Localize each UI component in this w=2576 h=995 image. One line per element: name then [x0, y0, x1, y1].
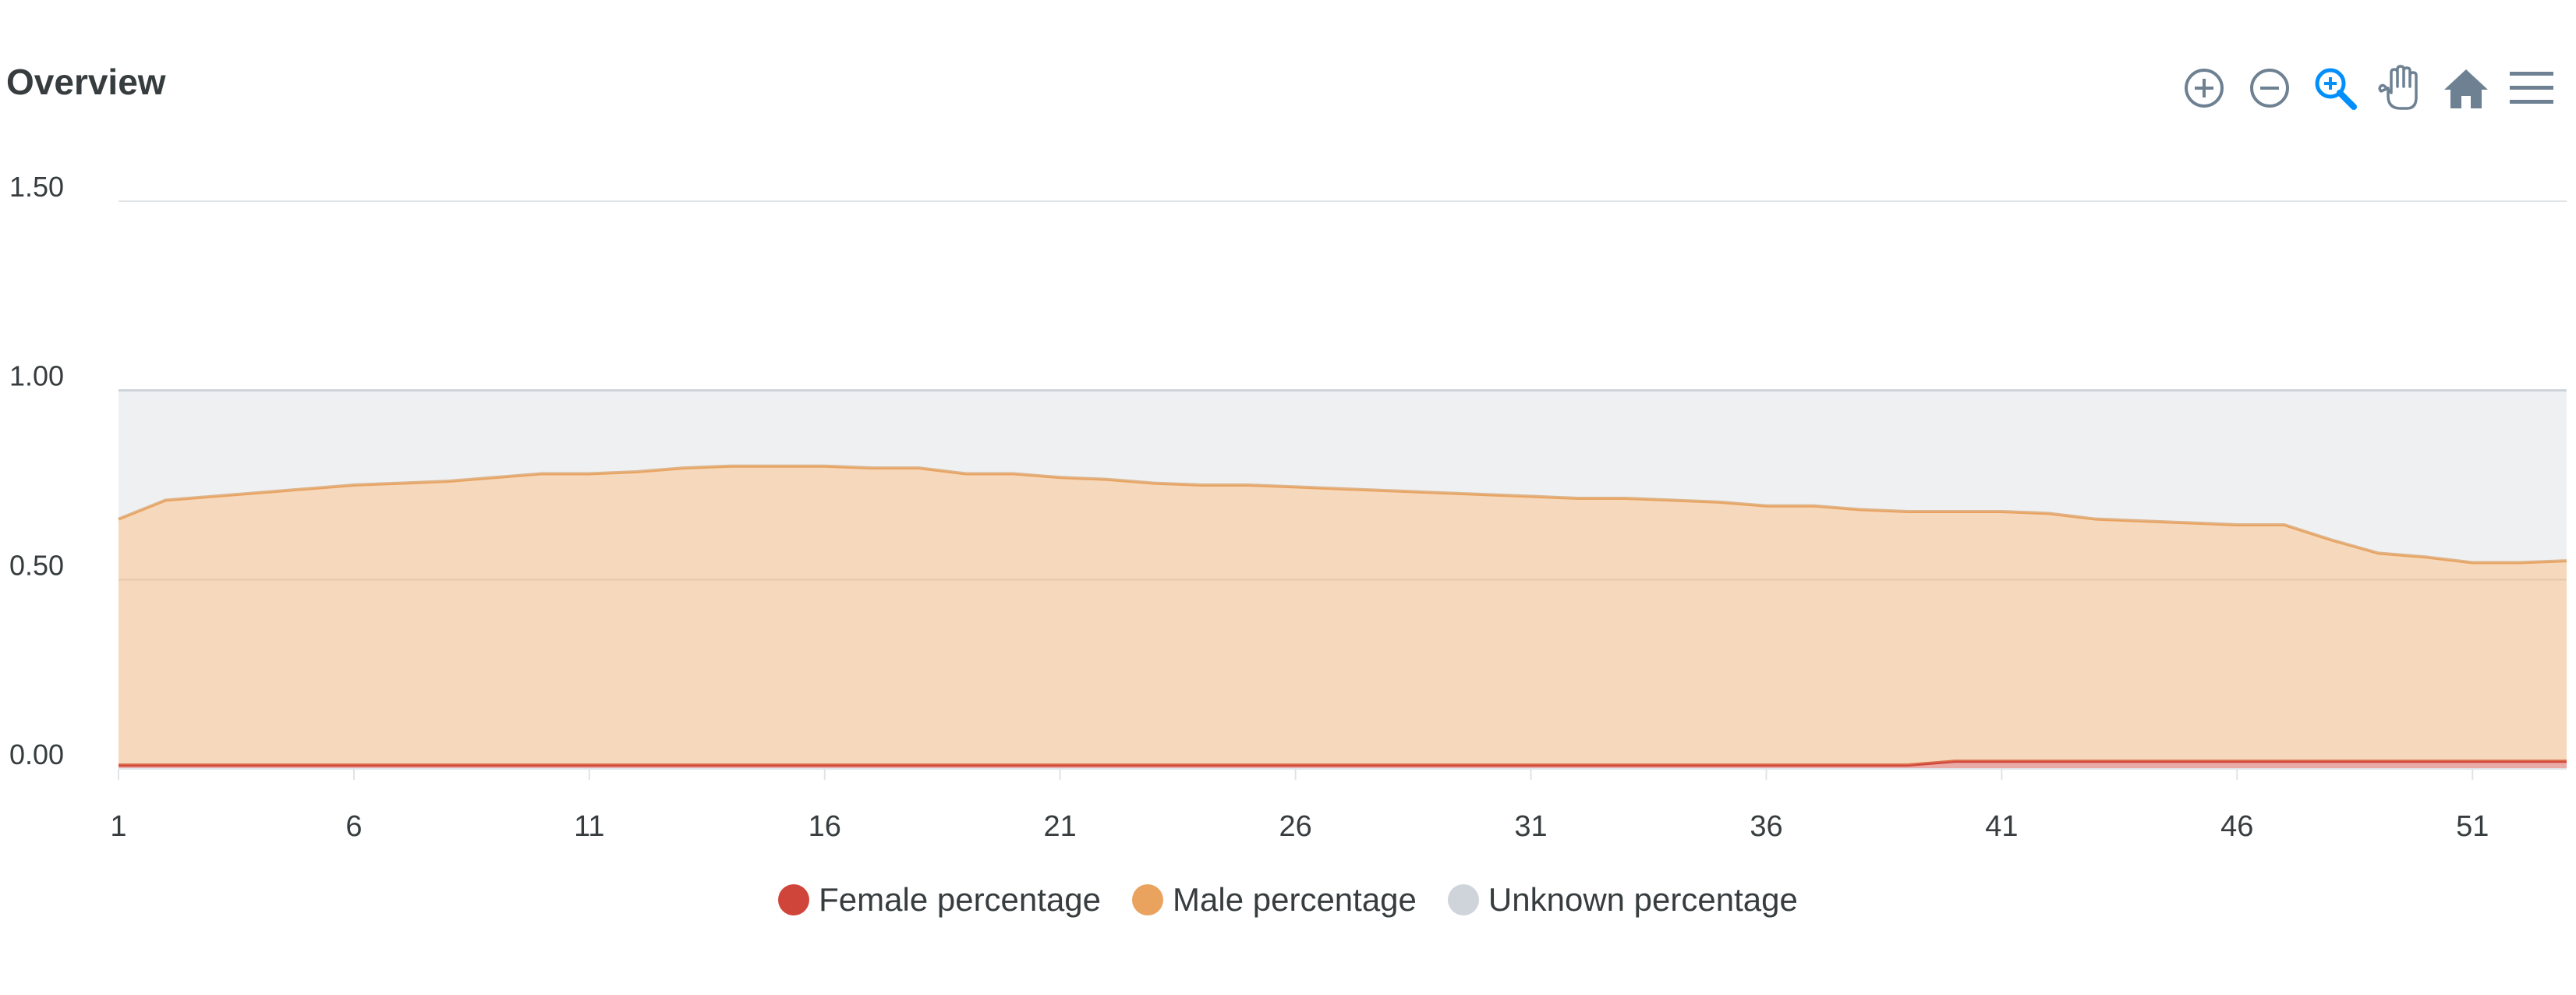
line-male-percentage — [118, 464, 2567, 565]
zoom-out-icon — [2250, 69, 2289, 108]
y-tick-label: 1.00 — [9, 360, 64, 392]
x-tick-label: 21 — [1044, 810, 1077, 843]
x-tick-label: 11 — [574, 810, 604, 843]
x-tick-label: 46 — [2220, 810, 2253, 843]
zoom-in-button[interactable] — [2178, 62, 2230, 114]
legend-item-female[interactable]: Female percentage — [778, 881, 1101, 919]
chart-legend: Female percentage Male percentage Unknow… — [0, 881, 2576, 919]
legend-marker-male — [1132, 884, 1164, 915]
zoom-out-button[interactable] — [2244, 62, 2295, 114]
x-tick-label: 31 — [1514, 810, 1547, 843]
legend-label-unknown: Unknown percentage — [1488, 881, 1798, 918]
selection-zoom-button[interactable] — [2309, 62, 2361, 114]
x-tick-label: 41 — [1985, 810, 2018, 843]
area-male-percentage — [119, 466, 2567, 766]
x-tick-label: 51 — [2456, 810, 2489, 843]
line-female-percentage — [119, 760, 2567, 767]
reset-zoom-button[interactable] — [2440, 62, 2492, 114]
x-tick-label: 36 — [1750, 810, 1782, 843]
chart-title: Overview — [6, 62, 166, 102]
legend-marker-female — [778, 884, 810, 915]
area-chart: 0.000.501.001.501 6 11 16 21 26 31 36 41 46 51 — [9, 171, 2567, 843]
menu-button[interactable] — [2506, 62, 2557, 114]
y-tick-label: 1.50 — [9, 171, 64, 203]
y-tick-label: 0.50 — [9, 549, 64, 581]
legend-item-unknown[interactable]: Unknown percentage — [1447, 881, 1798, 919]
y-tick-label: 0.00 — [9, 738, 64, 770]
area-unknown-percentage — [119, 390, 2567, 563]
legend-item-male[interactable]: Male percentage — [1132, 881, 1417, 919]
x-tick-label: 16 — [809, 810, 841, 843]
legend-label-male: Male percentage — [1173, 881, 1417, 918]
selection-zoom-icon — [2315, 68, 2357, 110]
x-tick-label: 1 — [110, 810, 126, 843]
zoom-in-icon — [2185, 69, 2224, 108]
legend-label-female: Female percentage — [819, 881, 1102, 918]
pan-button[interactable] — [2375, 62, 2426, 114]
x-tick-label: 26 — [1279, 810, 1311, 843]
legend-marker-unknown — [1447, 884, 1479, 915]
menu-icon — [2510, 72, 2553, 104]
x-tick-label: 6 — [345, 810, 362, 843]
chart-toolbar — [2178, 61, 2557, 115]
home-icon — [2444, 69, 2488, 108]
pan-icon — [2378, 65, 2418, 110]
